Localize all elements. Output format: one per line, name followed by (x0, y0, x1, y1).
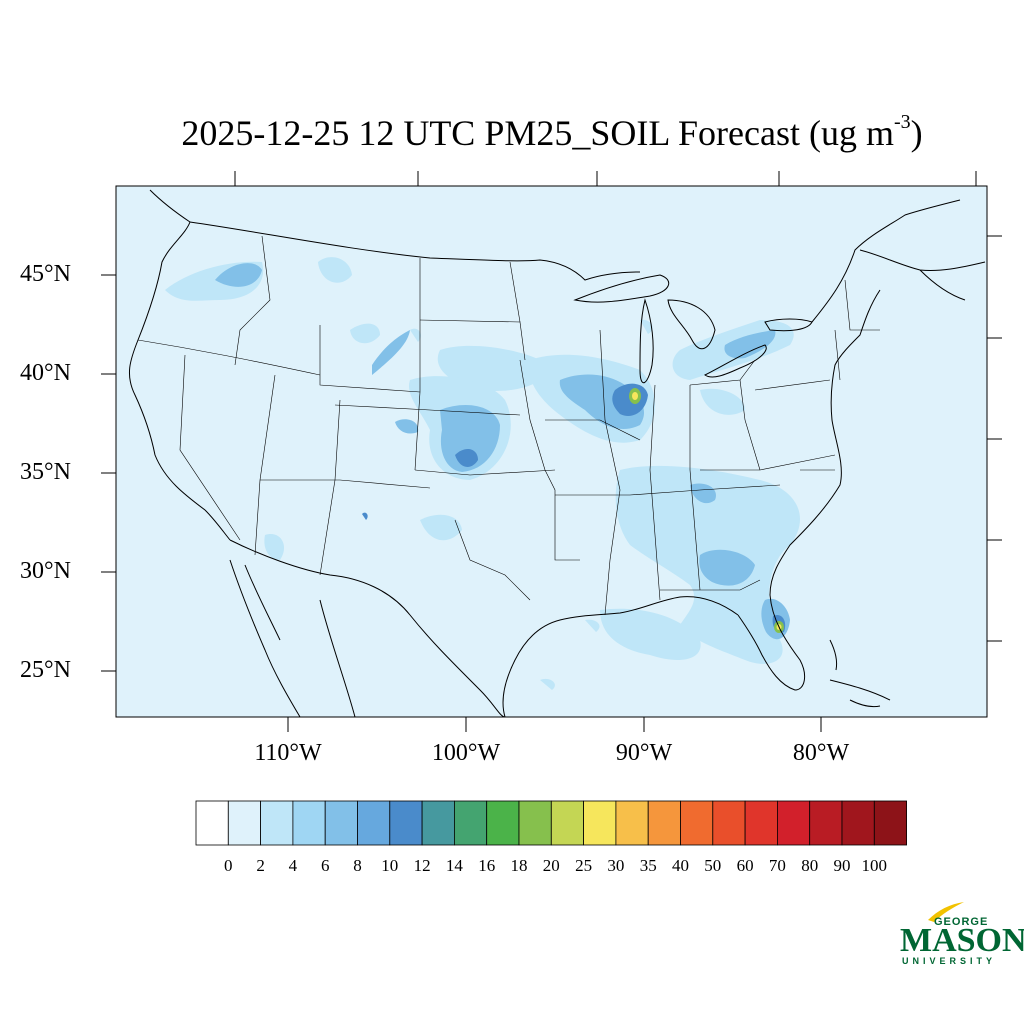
colorbar-box (389, 800, 423, 846)
colorbar-label: 18 (510, 856, 528, 875)
colorbar-label: 6 (320, 856, 330, 875)
colorbar (195, 800, 907, 846)
colorbar-label: 70 (768, 856, 786, 875)
colorbar-label: 10 (381, 856, 399, 875)
colorbar-box (324, 800, 358, 846)
colorbar-box (292, 800, 326, 846)
colorbar-label: 100 (861, 856, 888, 875)
lat-label-35: 35°N (20, 459, 71, 485)
colorbar-box (777, 800, 811, 846)
colorbar-label: 20 (542, 856, 560, 875)
colorbar-label: 35 (639, 856, 657, 875)
colorbar-box (583, 800, 617, 846)
lon-label-100w: 100°W (431, 740, 501, 766)
coastlines (128, 189, 986, 717)
chart-title: 2025-12-25 12 UTC PM25_SOIL Forecast (ug… (181, 111, 923, 153)
colorbar-label: 30 (607, 856, 625, 875)
colorbar-label: 12 (413, 856, 431, 875)
colorbar-box (744, 800, 778, 846)
colorbar-box (680, 800, 714, 846)
colorbar-box (712, 800, 746, 846)
colorbar-box (615, 800, 649, 846)
colorbar-label: 90 (833, 856, 851, 875)
colorbar-box (550, 800, 584, 846)
colorbar-label: 80 (801, 856, 819, 875)
colorbar-box (873, 800, 907, 846)
lat-label-40: 40°N (20, 360, 71, 386)
colorbar-label: 2 (256, 856, 265, 875)
logo-mason: MASON (900, 922, 1024, 959)
lon-label-110w: 110°W (254, 740, 322, 766)
lon-label-90w: 90°W (615, 740, 673, 766)
colorbar-box (260, 800, 294, 846)
colorbar-label: 14 (445, 856, 463, 875)
colorbar-label: 8 (353, 856, 362, 875)
lat-label-30: 30°N (20, 558, 71, 584)
colorbar-box (486, 800, 520, 846)
colorbar-box (518, 800, 552, 846)
pm25-medium-patches (215, 263, 790, 640)
lat-label-25: 25°N (20, 657, 71, 683)
colorbar-box (195, 800, 229, 846)
logo-george: GEORGE (934, 916, 989, 928)
colorbar-box (647, 800, 681, 846)
pm25-hotspots (629, 388, 784, 633)
colorbar-label: 40 (672, 856, 689, 875)
colorbar-box (357, 800, 391, 846)
colorbar-label: 25 (575, 856, 593, 875)
colorbar-box (841, 800, 875, 846)
colorbar-box (453, 800, 488, 846)
logo-swoosh (928, 902, 964, 922)
colorbar-label: 60 (736, 856, 754, 875)
colorbar-label: 50 (704, 856, 722, 875)
map-ticks (101, 171, 1002, 732)
colorbar-box (227, 800, 262, 846)
logo-university: UNIVERSITY (902, 956, 997, 966)
colorbar-box (421, 800, 455, 846)
state-boundaries (137, 235, 880, 616)
map-frame (115, 185, 988, 718)
colorbar-label: 16 (478, 856, 496, 875)
logo-swoosh-icon (928, 902, 964, 922)
colorbar-box (809, 800, 843, 846)
lon-label-80w: 80°W (792, 740, 850, 766)
colorbar-label: 4 (288, 856, 298, 875)
lat-label-45: 45°N (20, 261, 71, 287)
colorbar-label: 0 (224, 856, 233, 875)
gmu-logo: GEORGE MASON UNIVERSITY (900, 900, 1024, 970)
